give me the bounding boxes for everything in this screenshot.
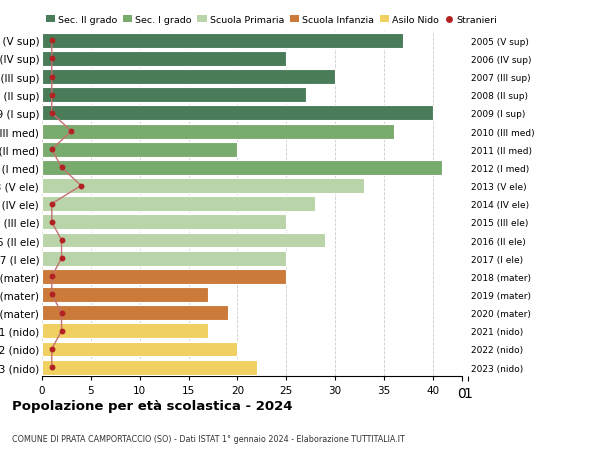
Bar xyxy=(42,179,364,194)
Point xyxy=(76,183,86,190)
Point xyxy=(47,92,56,99)
Point xyxy=(47,218,56,226)
Bar xyxy=(42,287,208,302)
Point xyxy=(47,38,56,45)
Point xyxy=(47,110,56,118)
Legend: Sec. II grado, Sec. I grado, Scuola Primaria, Scuola Infanzia, Asilo Nido, Stran: Sec. II grado, Sec. I grado, Scuola Prim… xyxy=(42,12,502,28)
Point xyxy=(47,291,56,298)
Bar xyxy=(42,251,286,266)
Bar xyxy=(42,197,316,212)
Bar xyxy=(42,70,335,85)
Bar xyxy=(42,88,306,103)
Point xyxy=(57,237,67,244)
Point xyxy=(57,309,67,317)
Point xyxy=(47,56,56,63)
Bar xyxy=(42,233,325,248)
Bar xyxy=(42,106,433,121)
Text: Popolazione per età scolastica - 2024: Popolazione per età scolastica - 2024 xyxy=(12,399,293,412)
Bar xyxy=(42,215,286,230)
Bar xyxy=(42,52,286,67)
Bar xyxy=(42,360,257,375)
Point xyxy=(47,273,56,280)
Point xyxy=(47,364,56,371)
Point xyxy=(47,346,56,353)
Point xyxy=(57,327,67,335)
Point xyxy=(57,255,67,262)
Bar xyxy=(42,142,238,157)
Bar xyxy=(42,324,208,339)
Bar xyxy=(42,34,403,49)
Point xyxy=(57,164,67,172)
Point xyxy=(67,128,76,135)
Bar xyxy=(42,342,238,357)
Point xyxy=(47,74,56,81)
Point xyxy=(47,146,56,154)
Bar xyxy=(42,161,442,175)
Bar xyxy=(42,124,394,139)
Bar xyxy=(42,306,227,320)
Point xyxy=(47,201,56,208)
Text: COMUNE DI PRATA CAMPORTACCIO (SO) - Dati ISTAT 1° gennaio 2024 - Elaborazione TU: COMUNE DI PRATA CAMPORTACCIO (SO) - Dati… xyxy=(12,434,405,443)
Bar xyxy=(42,269,286,284)
